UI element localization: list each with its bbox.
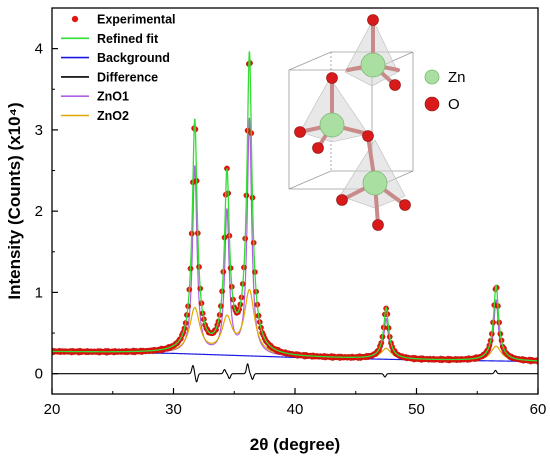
zn-legend-marker bbox=[424, 69, 440, 85]
atom-legend: Zn O bbox=[424, 69, 466, 113]
legend-label: Background bbox=[97, 51, 170, 65]
series-experimental bbox=[52, 60, 538, 365]
o-legend-marker bbox=[424, 96, 440, 112]
zn-legend-label: Zn bbox=[448, 69, 466, 86]
legend-label: Refined fit bbox=[97, 32, 159, 46]
legend-marker-experimental bbox=[71, 15, 79, 23]
series-difference bbox=[52, 363, 538, 383]
crystal-structure-inset: Zn O bbox=[288, 14, 466, 231]
legend: Experimental Refined fit Background Differe… bbox=[61, 13, 176, 123]
x-tick-label: 40 bbox=[287, 401, 304, 418]
legend-label: ZnO2 bbox=[97, 109, 129, 123]
plot-area bbox=[52, 51, 538, 383]
tetrahedra bbox=[299, 19, 406, 209]
y-tick-label: 1 bbox=[35, 284, 43, 301]
legend-label: Difference bbox=[97, 70, 158, 84]
o-legend-label: O bbox=[448, 96, 460, 113]
plot-frame bbox=[51, 7, 539, 395]
legend-label: ZnO1 bbox=[97, 90, 129, 104]
axis-ticks: 20 30 40 50 60 0 1 2 3 4 bbox=[35, 41, 547, 418]
o-atoms bbox=[294, 14, 411, 231]
x-tick-label: 30 bbox=[165, 401, 182, 418]
x-axis-label: 2θ (degree) bbox=[250, 435, 340, 454]
y-tick-label: 3 bbox=[35, 122, 43, 139]
y-tick-label: 0 bbox=[35, 366, 43, 383]
y-tick-label: 2 bbox=[35, 203, 43, 220]
y-axis-label: Intensity (Counts) (x10⁴) bbox=[5, 102, 24, 299]
x-tick-label: 60 bbox=[530, 401, 547, 418]
series-zno1 bbox=[52, 117, 538, 362]
zn-atoms bbox=[319, 52, 388, 196]
series-refined-fit bbox=[52, 51, 538, 362]
legend-label: Experimental bbox=[97, 13, 176, 27]
y-tick-label: 4 bbox=[35, 41, 43, 58]
series-group bbox=[52, 51, 538, 383]
x-tick-label: 20 bbox=[44, 401, 61, 418]
x-tick-label: 50 bbox=[408, 401, 425, 418]
